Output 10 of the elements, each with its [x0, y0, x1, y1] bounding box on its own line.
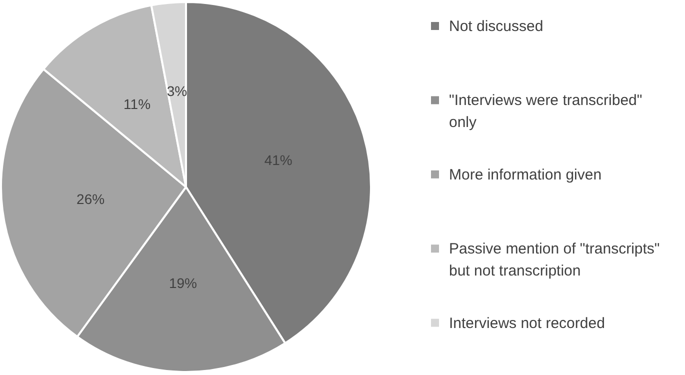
legend-label: Not discussed: [449, 18, 544, 34]
data-label: 41%: [264, 152, 292, 168]
legend-label: Passive mention of "transcripts" but not transcription: [449, 240, 660, 280]
data-label: 26%: [76, 191, 105, 208]
legend-label: "Interviews were transcribed" only: [449, 92, 642, 131]
legend-label: More information given: [449, 166, 602, 183]
data-label: 19%: [168, 275, 197, 292]
legend-label: Interviews not recorded: [449, 314, 605, 332]
data-label: 11%: [124, 96, 151, 112]
data-label: 3%: [166, 83, 188, 100]
